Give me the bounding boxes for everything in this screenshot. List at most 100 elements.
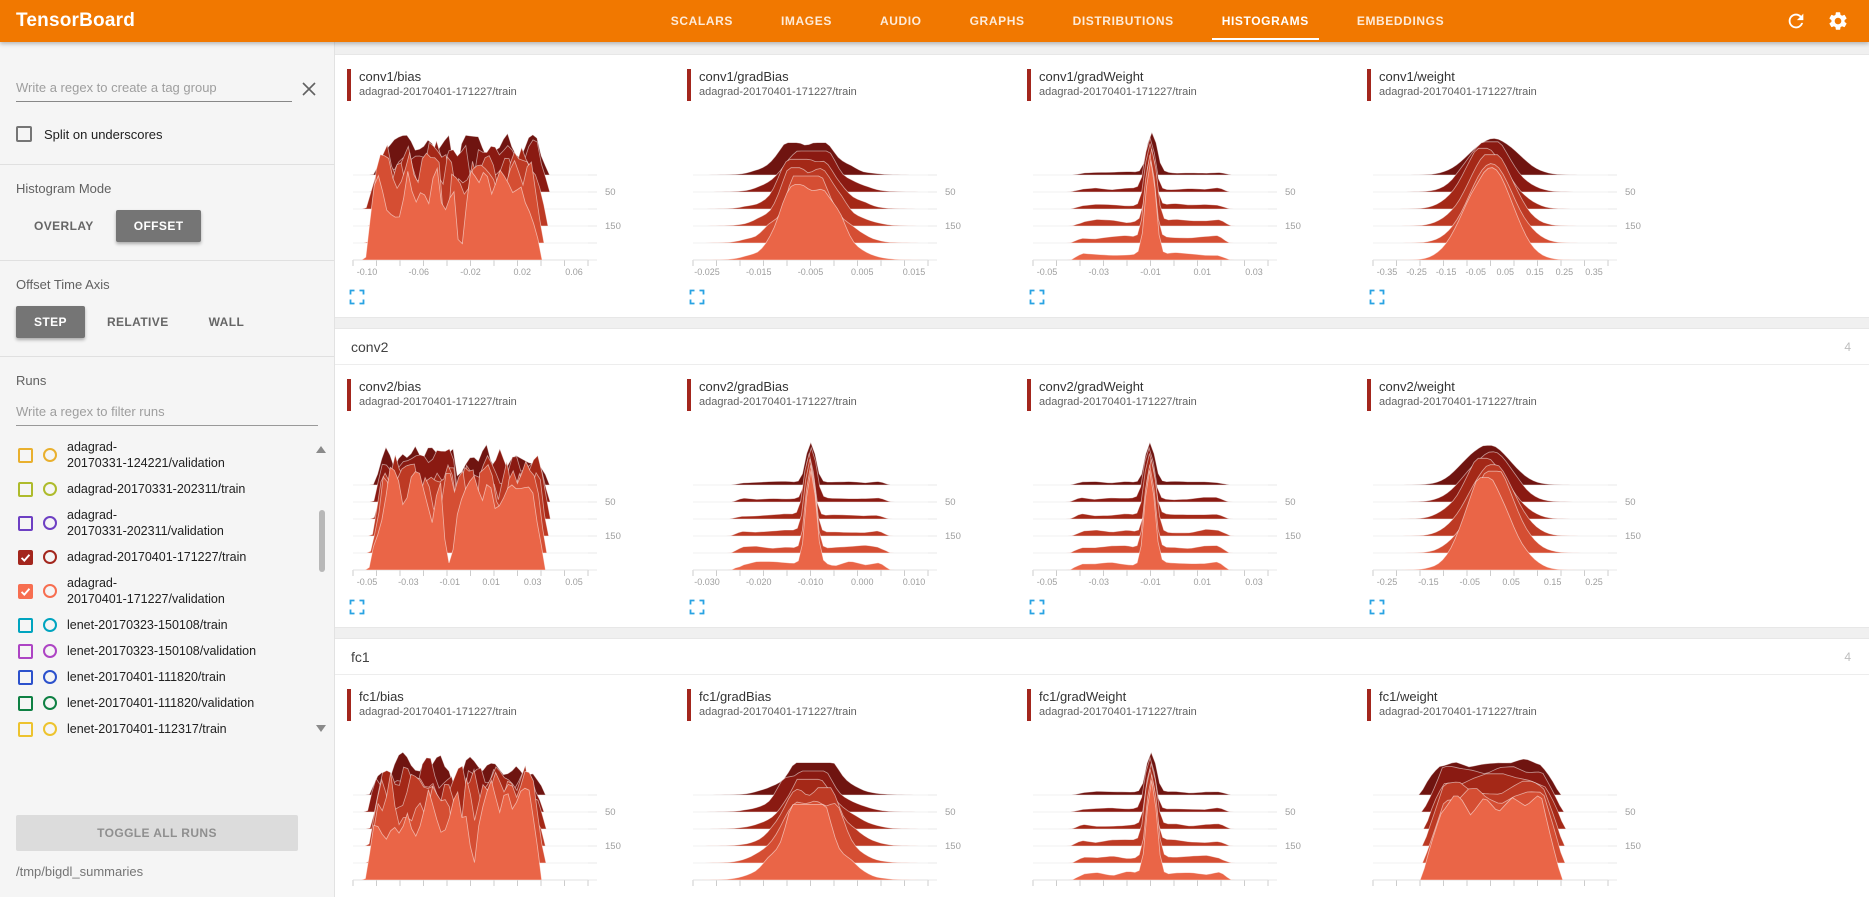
run-color-bar (687, 689, 691, 721)
app-header: TensorBoard SCALARS IMAGES AUDIO GRAPHS DIST… (0, 0, 1869, 42)
svg-text:-0.01: -0.01 (440, 577, 461, 587)
run-color-bar (1027, 379, 1031, 411)
svg-text:150: 150 (605, 221, 621, 232)
group-header-fc1[interactable]: fc1 4 (335, 639, 1869, 675)
expand-card-button[interactable] (1369, 599, 1387, 617)
run-checkbox[interactable] (18, 669, 33, 685)
tab-audio[interactable]: AUDIO (879, 14, 922, 28)
run-row[interactable]: lenet-20170401-111820/train (0, 664, 334, 690)
run-row[interactable]: lenet-20170323-150108/validation (0, 638, 334, 664)
histogram-chart: 50 150 -0.05 -0.03 -0.01 0.01 0.03 (1032, 131, 1301, 277)
runs-scrollbar-thumb[interactable] (319, 510, 325, 572)
run-color-circle[interactable] (43, 516, 57, 530)
tab-distributions[interactable]: DISTRIBUTIONS (1072, 14, 1174, 28)
run-row[interactable]: lenet-20170401-111820/validation (0, 690, 334, 716)
run-color-circle[interactable] (43, 584, 57, 598)
tab-images[interactable]: IMAGES (781, 14, 832, 28)
group-header-conv2[interactable]: conv2 4 (335, 329, 1869, 365)
card-tag-name: conv2/weight (1379, 379, 1455, 394)
run-color-circle[interactable] (43, 482, 57, 496)
runs-scroll-up-icon[interactable] (316, 446, 326, 453)
run-color-circle[interactable] (43, 696, 57, 710)
refresh-icon[interactable] (1785, 10, 1807, 32)
tab-graphs[interactable]: GRAPHS (969, 14, 1025, 28)
svg-text:-0.015: -0.015 (746, 267, 772, 277)
run-row[interactable]: adagrad- 20170401-171227/validation (0, 570, 334, 612)
expand-card-button[interactable] (1369, 289, 1387, 307)
run-row[interactable]: adagrad-20170401-171227/train (0, 544, 334, 570)
svg-text:-0.005: -0.005 (798, 267, 824, 277)
card-tag-name: conv1/gradBias (699, 69, 789, 84)
expand-card-button[interactable] (1029, 289, 1047, 307)
run-row[interactable]: adagrad-20170331-202311/train (0, 476, 334, 502)
histogram-mode-offset-button[interactable]: OFFSET (115, 210, 202, 242)
histogram-chart: 50 150 -0.05 -0.03 -0.01 0.01 0.03 0.05 (352, 443, 621, 587)
offset-axis-wall-button[interactable]: WALL (208, 315, 245, 329)
svg-text:-0.025: -0.025 (694, 267, 720, 277)
run-checkbox[interactable] (18, 549, 33, 565)
run-color-circle[interactable] (43, 448, 57, 462)
toggle-all-runs-button[interactable]: TOGGLE ALL RUNS (16, 815, 298, 851)
run-checkbox[interactable] (18, 617, 33, 633)
expand-card-button[interactable] (349, 289, 367, 307)
svg-text:150: 150 (945, 841, 961, 852)
cards-row: conv2/bias adagrad-20170401-171227/train 5… (335, 365, 1869, 627)
tab-scalars[interactable]: SCALARS (670, 14, 733, 28)
card-title-box: conv1/bias adagrad-20170401-171227/train (347, 69, 677, 101)
svg-text:50: 50 (605, 807, 616, 818)
run-row[interactable]: lenet-20170323-150108/train (0, 612, 334, 638)
run-color-circle[interactable] (43, 618, 57, 632)
histogram-card-conv1-bias: conv1/bias adagrad-20170401-171227/train 5… (347, 69, 677, 307)
card-title-box: conv2/gradBias adagrad-20170401-171227/tr… (687, 379, 1017, 411)
run-checkbox[interactable] (18, 583, 33, 599)
sidebar-divider (0, 164, 334, 165)
run-color-bar (1367, 689, 1371, 721)
runs-scroll-down-icon[interactable] (316, 725, 326, 732)
expand-card-button[interactable] (1029, 599, 1047, 617)
run-color-circle[interactable] (43, 670, 57, 684)
tag-filter-input[interactable] (16, 76, 292, 102)
run-checkbox[interactable] (18, 721, 33, 737)
run-checkbox[interactable] (18, 481, 33, 497)
run-row[interactable]: adagrad- 20170331-202311/validation (0, 502, 334, 544)
run-row[interactable]: adagrad- 20170331-124221/validation (0, 434, 334, 476)
expand-card-button[interactable] (689, 599, 707, 617)
offset-axis-relative-button[interactable]: RELATIVE (106, 315, 169, 329)
card-run-name: adagrad-20170401-171227/train (699, 396, 857, 408)
cards-row: conv1/bias adagrad-20170401-171227/train 5… (335, 55, 1869, 317)
card-title-box: conv1/weight adagrad-20170401-171227/trai… (1367, 69, 1697, 101)
header-icons (1785, 10, 1869, 32)
histogram-chart: 50 150 (692, 762, 961, 886)
expand-card-button[interactable] (349, 599, 367, 617)
run-checkbox[interactable] (18, 695, 33, 711)
run-checkbox[interactable] (18, 643, 33, 659)
card-tag-name: fc1/bias (359, 689, 404, 704)
svg-text:0.01: 0.01 (1193, 267, 1211, 277)
group-conv1: conv1/bias adagrad-20170401-171227/train 5… (335, 54, 1869, 318)
card-run-name: adagrad-20170401-171227/train (699, 706, 857, 718)
tab-embeddings[interactable]: EMBEDDINGS (1356, 14, 1445, 28)
run-row[interactable]: lenet-20170401-112317/train (0, 716, 334, 742)
histogram-mode-overlay-button[interactable]: OVERLAY (34, 219, 94, 233)
run-checkbox[interactable] (18, 447, 33, 463)
svg-text:50: 50 (1285, 187, 1296, 198)
split-underscores-checkbox[interactable] (16, 126, 32, 142)
card-title-box: fc1/gradBias adagrad-20170401-171227/trai… (687, 689, 1017, 721)
clear-tag-filter-icon[interactable] (300, 80, 318, 98)
svg-text:150: 150 (605, 841, 621, 852)
svg-text:0.015: 0.015 (903, 267, 926, 277)
expand-card-button[interactable] (689, 289, 707, 307)
group-conv2: conv2 4 conv2/bias adagrad-20170401-171227/… (335, 328, 1869, 628)
run-name: lenet-20170401-112317/train (67, 722, 227, 736)
run-color-circle[interactable] (43, 644, 57, 658)
runs-filter-input[interactable] (16, 400, 318, 426)
run-checkbox[interactable] (18, 515, 33, 531)
settings-icon[interactable] (1827, 10, 1849, 32)
histogram-card-fc1-gradWeight: fc1/gradWeight adagrad-20170401-171227/tr… (1027, 689, 1357, 897)
offset-axis-step-button[interactable]: STEP (16, 306, 85, 338)
group-title: conv2 (351, 338, 389, 355)
run-color-circle[interactable] (43, 722, 57, 736)
run-color-circle[interactable] (43, 550, 57, 564)
tab-histograms[interactable]: HISTOGRAMS (1198, 0, 1333, 42)
card-run-name: adagrad-20170401-171227/train (1039, 86, 1197, 98)
